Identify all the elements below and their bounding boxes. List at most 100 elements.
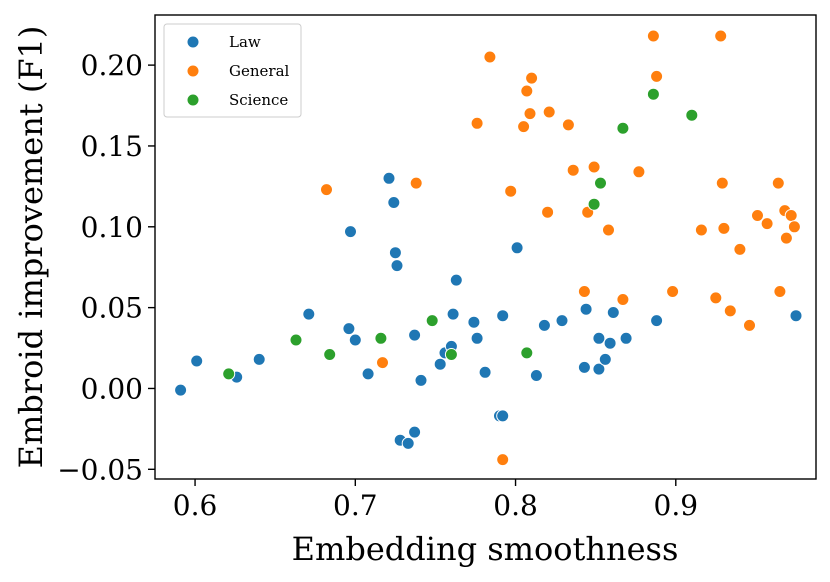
point-general-4: [483, 50, 497, 64]
point-general-34: [771, 176, 785, 190]
point-general-6: [504, 184, 518, 198]
y-axis-ticks: −0.05 0.00 0.05 0.10 0.15 0.20: [57, 49, 155, 486]
point-law-10: [387, 196, 401, 209]
point-law-0: [174, 383, 188, 397]
point-law-14: [401, 436, 415, 450]
point-general-21: [646, 29, 660, 43]
point-general-23: [666, 285, 680, 298]
point-law-11: [388, 246, 402, 260]
point-general-27: [715, 176, 729, 190]
point-general-30: [733, 242, 747, 256]
point-general-11: [541, 205, 555, 219]
point-general-15: [577, 285, 591, 298]
point-law-36: [592, 331, 606, 345]
point-law-39: [606, 306, 620, 319]
point-general-1: [376, 356, 389, 370]
legend-box: [163, 23, 302, 118]
point-law-33: [577, 360, 591, 374]
point-law-27: [496, 409, 510, 423]
point-general-25: [709, 291, 723, 305]
point-general-17: [587, 160, 601, 174]
legend-label-general: General: [229, 62, 290, 80]
y-tick-label: 0.10: [81, 211, 143, 244]
y-tick-label: 0.00: [81, 372, 143, 405]
point-general-29: [723, 304, 737, 318]
x-tick-label: 0.7: [333, 489, 378, 522]
point-general-33: [760, 217, 774, 231]
point-law-22: [449, 273, 463, 287]
y-tick-label: 0.05: [81, 292, 143, 325]
point-law-38: [603, 336, 617, 350]
point-general-19: [616, 293, 630, 306]
point-general-37: [779, 231, 793, 245]
point-science-10: [646, 87, 660, 101]
point-law-29: [510, 241, 524, 255]
point-general-8: [520, 84, 534, 98]
point-law-37: [598, 352, 612, 366]
point-law-32: [555, 314, 569, 328]
point-law-35: [592, 362, 606, 376]
legend-label-science: Science: [229, 91, 288, 109]
point-general-3: [470, 116, 484, 130]
point-science-0: [222, 367, 236, 381]
point-general-5: [496, 453, 510, 467]
point-science-2: [323, 348, 337, 361]
point-law-42: [789, 309, 803, 323]
point-science-3: [374, 331, 388, 345]
point-law-5: [344, 225, 357, 239]
point-law-41: [650, 314, 664, 328]
point-general-28: [717, 221, 731, 235]
point-law-16: [408, 425, 422, 439]
point-general-31: [743, 318, 756, 332]
point-general-2: [409, 176, 423, 190]
point-science-1: [289, 333, 303, 347]
point-law-15: [408, 328, 422, 342]
point-science-11: [685, 108, 699, 122]
point-law-4: [302, 307, 316, 321]
point-law-31: [537, 318, 551, 332]
point-general-13: [561, 118, 575, 132]
point-law-17: [414, 373, 428, 387]
point-law-8: [361, 367, 375, 381]
y-tick-label: −0.05: [57, 453, 143, 486]
y-tick-label: 0.20: [81, 49, 143, 82]
point-law-21: [446, 307, 460, 321]
points-layer: [174, 29, 803, 467]
point-general-0: [320, 183, 333, 197]
point-general-10: [525, 71, 539, 85]
y-axis-label: Embroid improvement (F1): [12, 26, 50, 469]
point-science-5: [444, 348, 458, 361]
point-law-1: [190, 354, 204, 368]
point-law-12: [390, 259, 404, 273]
point-law-23: [467, 315, 481, 329]
x-tick-label: 0.8: [493, 489, 538, 522]
point-general-22: [650, 69, 664, 83]
x-axis-label: Embedding smoothness: [292, 530, 679, 568]
point-law-7: [348, 333, 362, 347]
point-general-12: [542, 105, 556, 119]
legend-label-law: Law: [229, 33, 261, 51]
point-general-24: [694, 223, 708, 237]
x-tick-label: 0.9: [654, 489, 699, 522]
point-law-28: [496, 309, 510, 323]
y-tick-label: 0.15: [81, 130, 143, 163]
x-tick-label: 0.6: [173, 489, 218, 522]
point-general-14: [566, 163, 580, 177]
legend-marker-general: [186, 64, 200, 78]
point-general-32: [751, 209, 764, 222]
point-law-40: [619, 331, 633, 345]
point-law-9: [382, 171, 396, 185]
point-general-39: [787, 220, 801, 234]
legend-marker-science: [186, 93, 200, 107]
point-law-18: [433, 357, 447, 371]
point-law-30: [529, 369, 543, 382]
point-law-6: [342, 322, 356, 336]
legend: Law General Science: [163, 23, 302, 118]
point-law-25: [478, 365, 492, 379]
plot-frame: [154, 14, 817, 480]
point-law-24: [470, 331, 484, 345]
point-science-8: [594, 176, 607, 190]
point-science-9: [616, 121, 630, 135]
